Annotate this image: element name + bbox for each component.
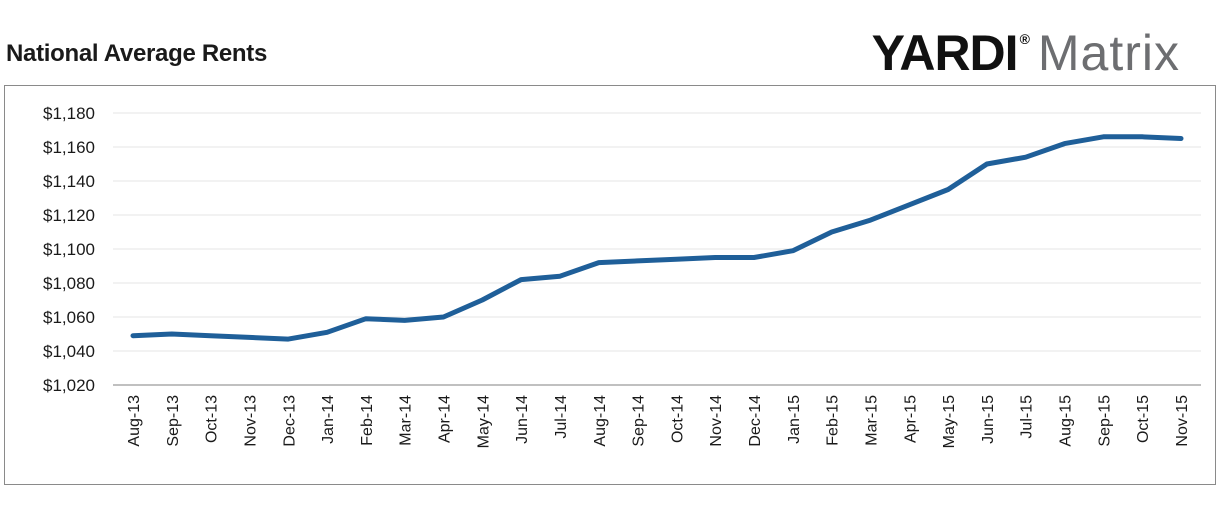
x-tick-label: Aug-15 [1058,395,1075,447]
x-tick-label: May-15 [941,395,958,448]
x-tick-label: Nov-15 [1174,395,1191,447]
x-tick-label: Mar-14 [398,395,415,446]
y-tick-label: $1,060 [43,308,95,327]
x-tick-label: Sep-15 [1096,395,1113,447]
y-tick-labels: $1,020 $1,040 $1,060 $1,080 $1,100 $1,120 $1,1… [43,104,95,395]
x-tick-label: Dec-14 [747,395,764,447]
x-tick-label: Oct-15 [1135,395,1152,443]
x-tick-label: Aug-13 [126,395,143,447]
x-tick-label: Jun-14 [514,395,531,444]
y-tick-label: $1,100 [43,240,95,259]
y-tick-label: $1,020 [43,376,95,395]
logo-registered-mark: ® [1019,31,1030,47]
y-tick-label: $1,160 [43,138,95,157]
x-tick-label: Aug-14 [592,395,609,447]
x-tick-label: Nov-14 [708,395,725,447]
x-tick-label: Jun-15 [980,395,997,444]
series-line [130,134,1184,342]
x-tick-label: Feb-14 [359,395,376,446]
y-tick-label: $1,080 [43,274,95,293]
x-tick-label: Feb-15 [825,395,842,446]
x-tick-labels: Aug-13 Sep-13 Oct-13 Nov-13 Dec-13 Jan-14 Feb-… [126,395,1191,448]
yardi-matrix-logo: YARDI ® Matrix [872,24,1180,81]
x-tick-label: Jul-15 [1019,395,1036,439]
x-tick-label: Jul-14 [553,395,570,439]
logo-matrix-text: Matrix [1037,25,1180,81]
x-tick-label: Dec-13 [281,395,298,447]
x-tick-label: Jan-14 [320,395,337,444]
y-tick-label: $1,120 [43,206,95,225]
series [130,134,1184,342]
x-tick-label: Oct-14 [669,395,686,443]
chart-frame [4,85,1216,485]
x-tick-label: Nov-13 [242,395,259,447]
gridlines [113,112,1201,352]
x-tick-label: Sep-13 [165,395,182,447]
x-tick-label: Apr-15 [902,395,919,443]
x-tick-label: Apr-14 [437,395,454,443]
x-tick-label: Oct-13 [204,395,221,443]
page-title: National Average Rents [6,40,268,67]
y-tick-label: $1,140 [43,172,95,191]
logo-yardi-text: YARDI [871,25,1019,81]
x-tick-label: Mar-15 [863,395,880,446]
x-tick-label: Jan-15 [786,395,803,444]
x-tick-label: May-14 [475,395,492,448]
y-tick-label: $1,180 [43,104,95,123]
x-tick-label: Sep-14 [631,395,648,447]
y-tick-label: $1,040 [43,342,95,361]
